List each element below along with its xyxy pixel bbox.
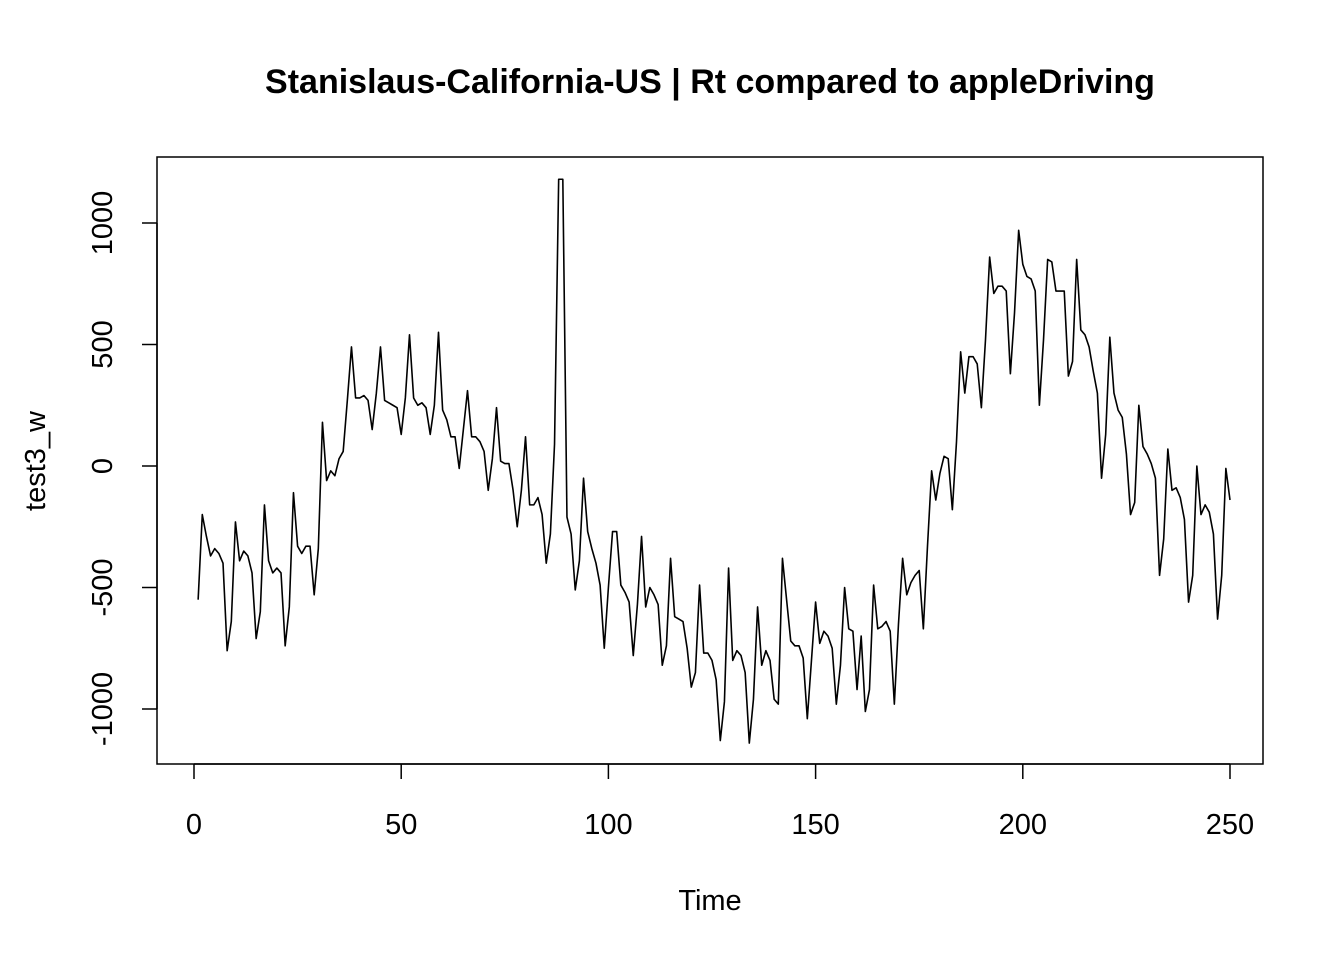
y-tick-label: 1000 [87,191,119,256]
x-axis: 0 50 100 150 200 250 [186,763,1254,841]
series-group [197,178,1231,744]
y-tick-label: 500 [87,320,119,368]
chart-title: Stanislaus-California-US | Rt compared t… [265,63,1155,101]
x-axis-label: Time [678,885,741,917]
y-tick-label: -1000 [87,672,119,746]
x-tick-label: 250 [1206,809,1254,841]
y-tick-label: -500 [87,558,119,616]
y-axis-label: test3_w [20,410,52,511]
x-tick-label: 150 [791,809,839,841]
y-tick-label: 0 [87,458,119,474]
x-tick-label: 100 [584,809,632,841]
x-tick-label: 0 [186,809,202,841]
plot-frame [156,156,1264,765]
y-axis: -1000 -500 0 500 1000 [87,191,158,746]
series-line [197,178,1231,744]
x-tick-label: 50 [385,809,417,841]
x-tick-label: 200 [999,809,1047,841]
